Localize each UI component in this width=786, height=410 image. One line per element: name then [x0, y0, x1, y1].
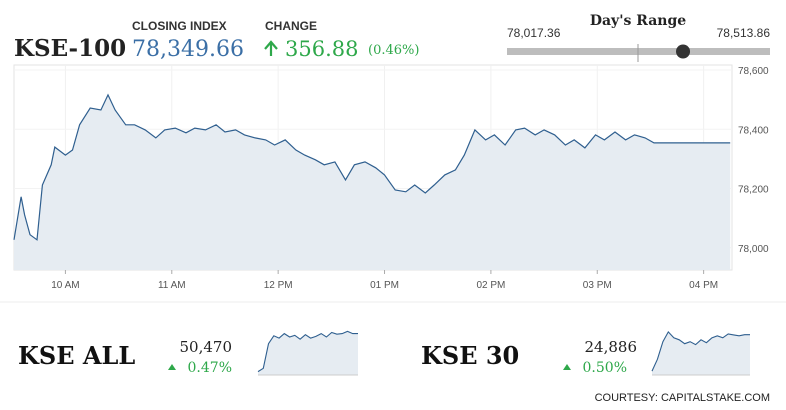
courtesy: COURTESY: CAPITALSTAKE.COM [595, 392, 770, 404]
x-tick-label: 12 PM [264, 280, 293, 291]
sparkline-fill [652, 331, 750, 375]
range-low: 78,017.36 [507, 26, 561, 40]
up-icon [563, 364, 571, 370]
price-line [13, 93, 731, 241]
sparkline-fill [258, 331, 358, 375]
main-chart: 10 AM 11 AM 12 PM 01 PM 02 PM 03 PM 04 PM 78,00… [13, 64, 769, 291]
sparkline [257, 330, 358, 373]
x-tick-label: 02 PM [476, 280, 505, 291]
index-value: 24,886 [585, 338, 638, 356]
symbol: KSE-100 [14, 35, 126, 62]
y-tick-label: 78,600 [738, 66, 769, 77]
y-tick-label: 78,200 [738, 185, 769, 196]
y-tick-label: 78,000 [738, 244, 769, 255]
change: 356.88 [285, 37, 358, 61]
sparkline [651, 330, 750, 372]
index-name: KSE ALL [18, 341, 135, 370]
up-icon [168, 364, 176, 370]
index-name: KSE 30 [421, 341, 519, 370]
range-high: 78,513.86 [717, 26, 771, 40]
x-tick-label: 10 AM [51, 280, 79, 291]
y-tick-label: 78,400 [738, 125, 769, 136]
area-fill [14, 94, 731, 271]
index-value: 50,470 [180, 338, 233, 356]
x-tick-label: 11 AM [158, 280, 186, 291]
range-marker [676, 44, 691, 59]
x-tick-label: 04 PM [689, 280, 718, 291]
index-change: 0.50% [583, 360, 627, 376]
range-title: Day's Range [590, 13, 686, 29]
closing-label: CLOSING INDEX [132, 19, 227, 33]
x-tick-label: 03 PM [583, 280, 612, 291]
change-label: CHANGE [265, 19, 317, 33]
index-change: 0.47% [188, 360, 232, 376]
closing-index: 78,349.66 [132, 37, 244, 62]
up-arrow [264, 40, 278, 56]
x-tick-label: 01 PM [370, 280, 399, 291]
change-percent: (0.46%) [368, 43, 419, 58]
